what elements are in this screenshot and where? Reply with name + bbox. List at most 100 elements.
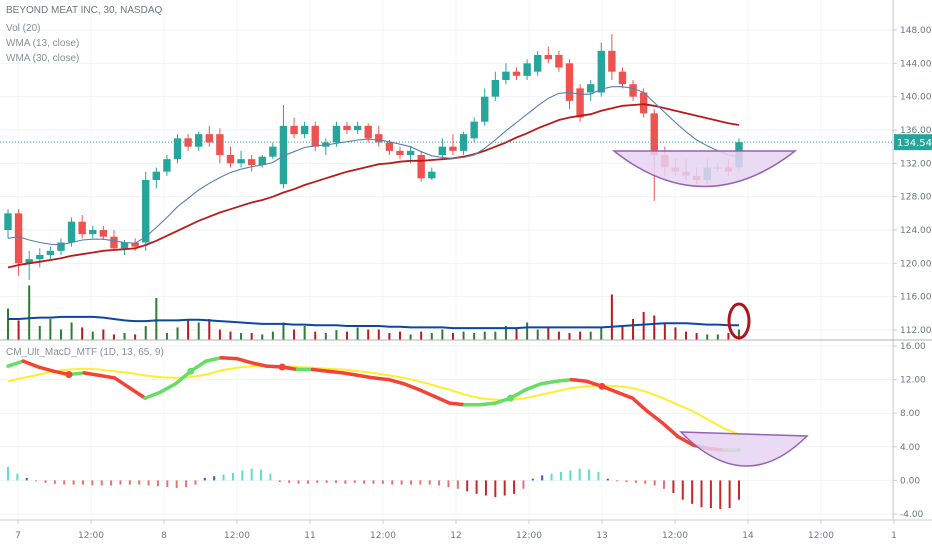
volume-bar bbox=[695, 333, 698, 340]
candle-body bbox=[428, 171, 436, 179]
candle-body bbox=[279, 125, 288, 185]
macd-histogram-bar bbox=[110, 480, 113, 486]
volume-bar bbox=[451, 333, 454, 340]
macd-histogram-bar bbox=[700, 480, 703, 508]
volume-bar bbox=[706, 334, 709, 340]
macd-histogram-bar bbox=[119, 480, 122, 485]
wma30-line bbox=[7, 103, 740, 269]
legend-wma13[interactable]: WMA (13, close) bbox=[6, 38, 80, 49]
volume-bar bbox=[102, 329, 105, 340]
volume-bar bbox=[579, 331, 582, 340]
volume-bar bbox=[91, 331, 94, 340]
volume-bar bbox=[621, 326, 624, 340]
macd-histogram-bar bbox=[634, 480, 637, 483]
macd-histogram-bar bbox=[53, 480, 56, 484]
macd-histogram-bar bbox=[578, 468, 581, 481]
macd-histogram-bar bbox=[306, 480, 309, 484]
volume-bar bbox=[430, 333, 433, 340]
macd-histogram-bar bbox=[63, 480, 66, 485]
macd-histogram-bar bbox=[728, 480, 731, 509]
macd-cross-dot bbox=[507, 394, 515, 402]
macd-histogram-bar bbox=[606, 478, 609, 481]
macd-histogram-bar bbox=[128, 480, 131, 485]
macd-line-segment bbox=[6, 359, 25, 368]
candle-body bbox=[205, 134, 213, 143]
volume-bar bbox=[441, 329, 444, 340]
volume-bar bbox=[187, 320, 190, 340]
macd-histogram-bar bbox=[597, 472, 600, 481]
legend-volume[interactable]: Vol (20) bbox=[6, 23, 41, 34]
macd-line-segment bbox=[158, 382, 178, 394]
volume-bar bbox=[7, 308, 9, 340]
macd-line-segment bbox=[539, 379, 558, 386]
volume-bar bbox=[229, 331, 232, 340]
candle-body bbox=[449, 146, 457, 151]
macd-line-segment bbox=[630, 396, 650, 414]
volume-bar bbox=[367, 329, 370, 340]
cup-pattern-price bbox=[611, 150, 798, 188]
candle-body bbox=[438, 146, 447, 155]
candle-body bbox=[353, 125, 362, 130]
volume-bar bbox=[547, 327, 550, 340]
macd-cross-dot bbox=[187, 367, 195, 375]
macd-line-segment bbox=[371, 376, 391, 382]
candle-body bbox=[544, 55, 553, 60]
annotations: 134.54 bbox=[0, 134, 932, 467]
candle-body bbox=[226, 155, 235, 164]
macd-histogram-bar bbox=[91, 480, 94, 486]
volume-bar bbox=[526, 322, 529, 340]
candle-body bbox=[417, 155, 425, 179]
macd-histogram-bar bbox=[297, 480, 300, 484]
macd-cross-dot bbox=[278, 363, 286, 371]
macd-histogram-bar bbox=[241, 470, 244, 481]
macd-histogram-bar bbox=[428, 480, 431, 485]
macd-tick-label: 4.00 bbox=[900, 443, 920, 453]
candle-body bbox=[163, 159, 171, 172]
candle-body bbox=[491, 80, 500, 97]
candle-body bbox=[555, 55, 563, 68]
legend-wma30[interactable]: WMA (30, close) bbox=[6, 53, 80, 64]
candle-body bbox=[110, 236, 118, 249]
candle-body bbox=[120, 242, 129, 249]
macd-histogram-bar bbox=[681, 480, 684, 500]
volume-bar bbox=[674, 327, 677, 340]
macd-histogram-bar bbox=[353, 480, 356, 483]
time-tick-label: 12:00 bbox=[808, 531, 834, 541]
volume-bar bbox=[324, 333, 327, 340]
candle-body bbox=[481, 96, 489, 122]
volume-bar bbox=[420, 331, 423, 340]
candle-body bbox=[14, 213, 23, 264]
price-tick-label: 136.00 bbox=[900, 126, 932, 136]
macd-histogram-bar bbox=[709, 480, 712, 509]
macd-histogram-bar bbox=[335, 480, 338, 483]
volume-bar bbox=[473, 333, 476, 340]
time-tick-label: 12:00 bbox=[662, 531, 688, 541]
price-tick-label: 128.00 bbox=[900, 193, 932, 203]
macd-histogram-bar bbox=[16, 473, 19, 481]
macd-histogram-bar bbox=[569, 470, 572, 481]
macd-histogram-bar bbox=[222, 474, 225, 481]
candle-body bbox=[343, 125, 351, 130]
volume-bar bbox=[59, 329, 62, 340]
legend-macd[interactable]: CM_Ult_MacD_MTF (1D, 13, 65, 9) bbox=[6, 347, 164, 358]
macd-histogram-bar bbox=[503, 480, 506, 496]
macd-histogram-bar bbox=[363, 480, 366, 484]
macd-histogram-bar bbox=[513, 480, 516, 494]
volume-bar bbox=[716, 334, 719, 340]
price-tick-label: 148.00 bbox=[900, 26, 932, 36]
volume-bar bbox=[409, 334, 412, 340]
volume-bar bbox=[589, 331, 592, 340]
candle-body bbox=[385, 142, 394, 151]
macd-histogram-bar bbox=[494, 480, 497, 498]
macd-histogram-bar bbox=[466, 480, 469, 492]
candle-body bbox=[89, 230, 97, 235]
macd-line-segment bbox=[554, 377, 574, 384]
candle-body bbox=[142, 180, 150, 243]
volume-bar bbox=[176, 327, 179, 340]
candle-body bbox=[152, 171, 161, 180]
volume-bar bbox=[536, 329, 539, 340]
volume-bar bbox=[610, 294, 613, 340]
volume-bar bbox=[38, 326, 41, 340]
